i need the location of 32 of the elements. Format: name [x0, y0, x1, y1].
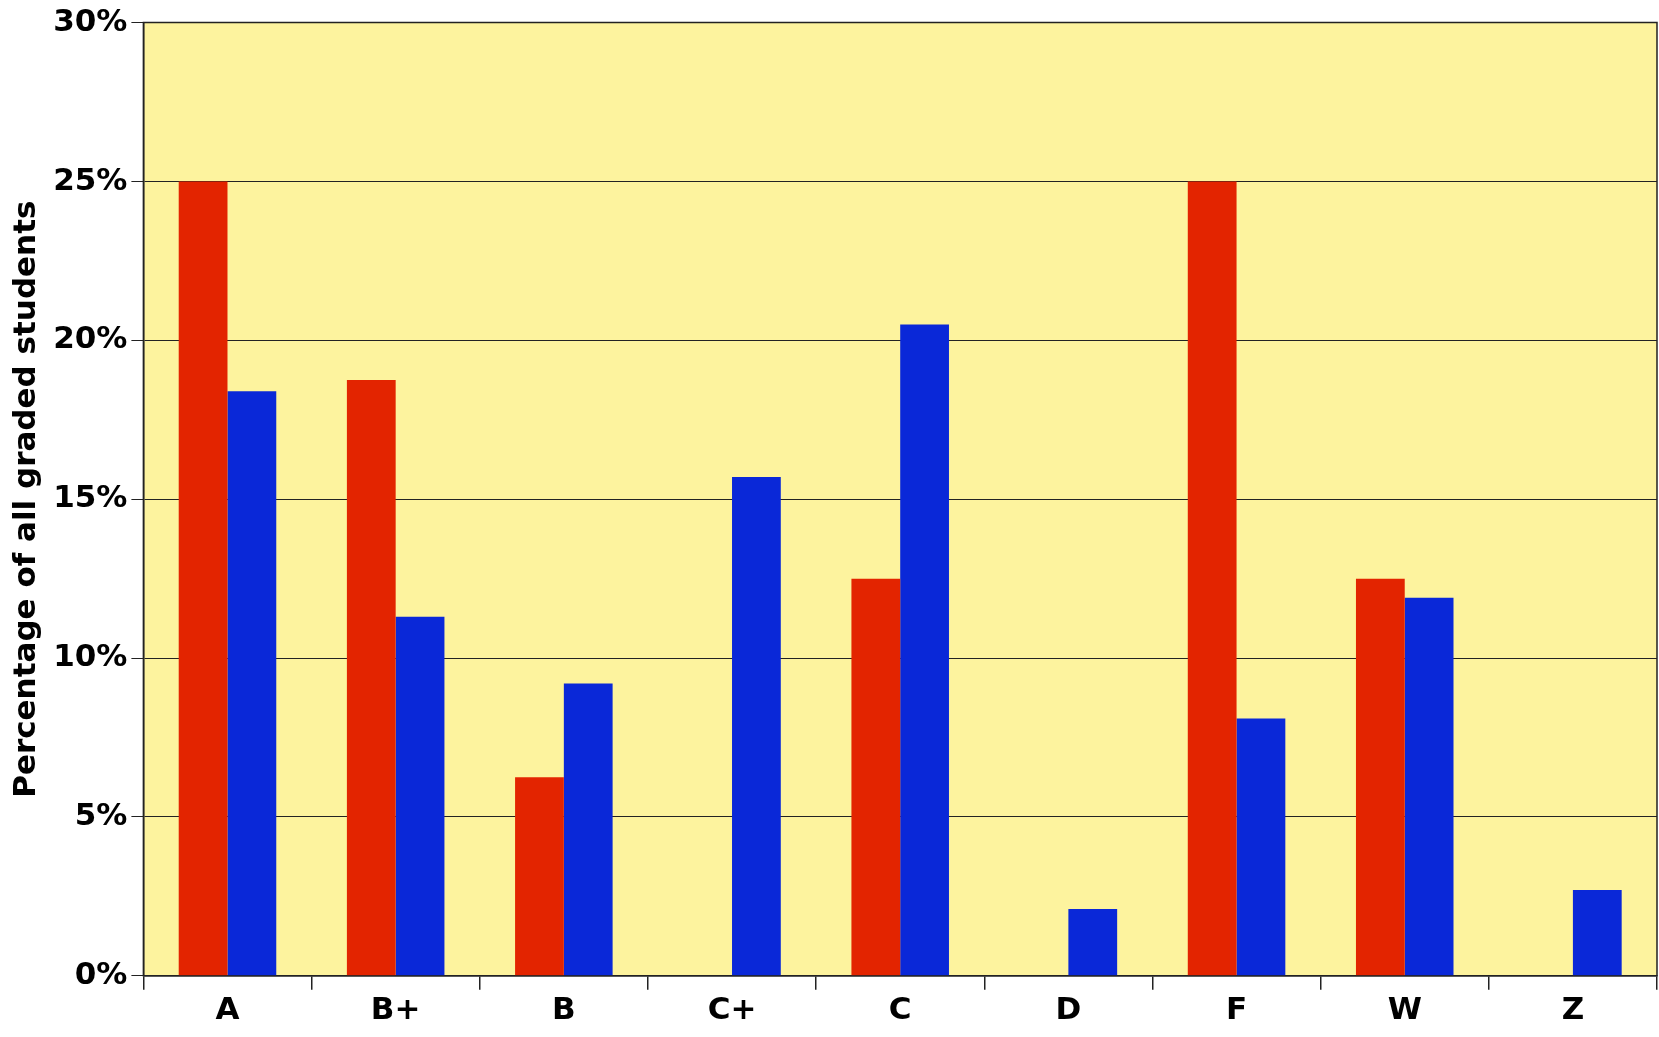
x-tick-label: C — [888, 990, 912, 1027]
bar — [227, 391, 277, 976]
x-tick-label: W — [1387, 990, 1422, 1027]
x-tick-label: C+ — [707, 990, 757, 1027]
bar — [515, 777, 564, 976]
bar — [851, 578, 901, 976]
y-tick-label: 0% — [74, 954, 128, 991]
x-tick-label: B — [552, 990, 576, 1027]
bar — [732, 476, 781, 976]
bar — [1404, 597, 1454, 976]
bar — [1068, 909, 1118, 976]
bar — [395, 616, 445, 976]
y-axis-title: Percentage of all graded students — [5, 200, 42, 798]
y-tick-label: 10% — [53, 637, 128, 674]
y-tick-label: 30% — [53, 1, 128, 38]
y-tick-label: 5% — [74, 795, 128, 832]
x-tick-label: B+ — [370, 990, 421, 1027]
bar — [1355, 578, 1405, 976]
bar — [1187, 181, 1237, 976]
bar — [900, 324, 949, 976]
bar — [1236, 718, 1286, 976]
y-tick-label: 25% — [53, 160, 128, 197]
bar — [346, 380, 396, 976]
y-tick-label: 15% — [53, 478, 128, 515]
x-tick-label: Z — [1561, 990, 1585, 1027]
x-tick-label: F — [1225, 990, 1248, 1027]
bar — [178, 181, 228, 976]
bar — [563, 683, 613, 976]
bar — [1572, 890, 1622, 976]
x-tick-label: D — [1055, 990, 1082, 1027]
x-tick-label: A — [215, 990, 240, 1027]
y-tick-label: 20% — [53, 319, 128, 356]
